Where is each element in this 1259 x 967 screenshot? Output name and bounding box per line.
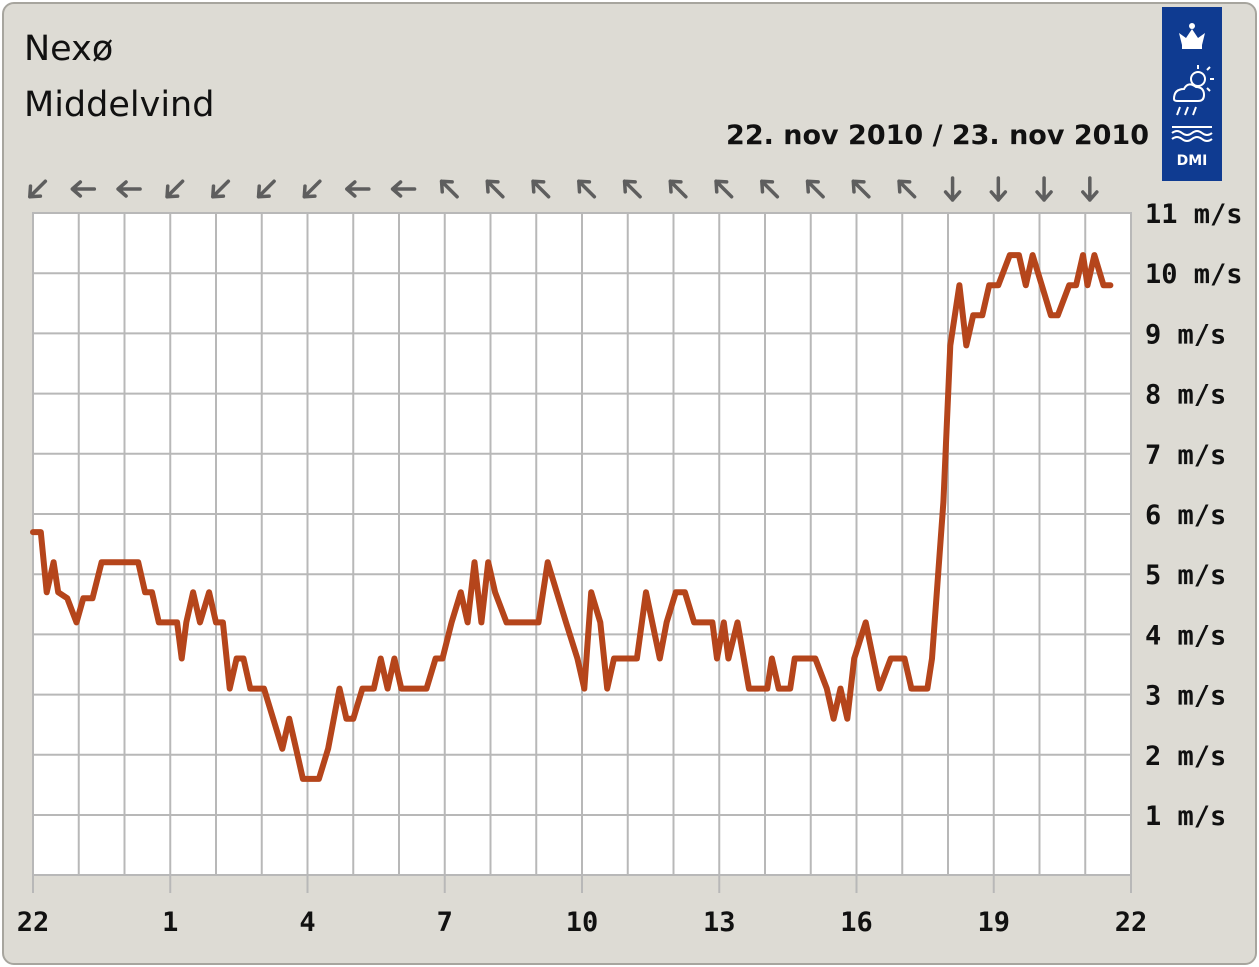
- y-tick-label: 10 m/s: [1145, 259, 1243, 290]
- wind-arrow-icon: [531, 179, 551, 199]
- x-tick-label: 16: [840, 907, 873, 938]
- y-tick-label: 1 m/s: [1145, 801, 1226, 832]
- wind-arrow-icon: [256, 179, 276, 199]
- wind-direction-row: [28, 176, 1099, 202]
- wind-arrow-icon: [28, 179, 48, 199]
- station-name: Nexø: [24, 29, 114, 69]
- x-axis: 22 1 4 7 10 13 16 19 22: [17, 875, 1148, 938]
- wind-arrow-icon: [805, 179, 825, 199]
- y-tick-label: 9 m/s: [1145, 319, 1226, 350]
- y-tick-label: 8 m/s: [1145, 380, 1226, 411]
- wind-arrow-icon: [622, 179, 642, 199]
- date-range: 22. nov 2010 / 23. nov 2010: [726, 120, 1149, 151]
- x-tick-label: 1: [162, 907, 178, 938]
- wind-arrow-icon: [345, 180, 371, 198]
- y-tick-label: 11 m/s: [1145, 199, 1243, 230]
- x-tick-label: 7: [437, 907, 453, 938]
- x-tick-label: 10: [566, 907, 599, 938]
- wind-speed-line: [30, 252, 1114, 782]
- wind-arrow-icon: [851, 179, 871, 199]
- wind-arrow-icon: [897, 179, 917, 199]
- wind-arrow-icon: [302, 179, 322, 199]
- y-tick-label: 5 m/s: [1145, 560, 1226, 591]
- x-tick-label: 19: [977, 907, 1010, 938]
- wind-arrow-icon: [989, 176, 1008, 202]
- y-tick-label: 7 m/s: [1145, 440, 1226, 471]
- wind-arrow-icon: [439, 179, 459, 199]
- wind-arrow-icon: [1081, 176, 1099, 202]
- wind-arrow-icon: [70, 180, 97, 198]
- wind-arrow-icon: [165, 179, 185, 199]
- wind-arrow-icon: [577, 179, 597, 199]
- y-axis: 1 m/s 2 m/s 3 m/s 4 m/s 5 m/s 6 m/s 7 m/s 8 m/s…: [1145, 199, 1243, 832]
- y-tick-label: 2 m/s: [1145, 741, 1226, 772]
- dmi-logo-text: DMI: [1177, 153, 1208, 169]
- dmi-logo: DMI: [1162, 7, 1222, 181]
- parameter-name: Middelvind: [24, 85, 215, 125]
- x-tick-label: 22: [17, 907, 50, 938]
- wind-arrow-icon: [668, 179, 688, 199]
- wind-arrow-icon: [714, 179, 734, 199]
- y-tick-label: 4 m/s: [1145, 620, 1226, 651]
- wind-arrow-icon: [116, 180, 142, 198]
- wind-arrow-icon: [390, 180, 417, 198]
- wind-arrow-icon: [1035, 176, 1053, 202]
- x-tick-label: 13: [703, 907, 736, 938]
- y-tick-label: 6 m/s: [1145, 500, 1226, 531]
- x-tick-label: 4: [299, 907, 315, 938]
- x-tick-label: 22: [1115, 907, 1148, 938]
- wind-arrow-icon: [485, 179, 505, 199]
- wind-arrow-icon: [211, 179, 231, 199]
- wind-arrow-icon: [943, 176, 962, 202]
- wind-arrow-icon: [760, 179, 780, 199]
- y-tick-label: 3 m/s: [1145, 681, 1226, 712]
